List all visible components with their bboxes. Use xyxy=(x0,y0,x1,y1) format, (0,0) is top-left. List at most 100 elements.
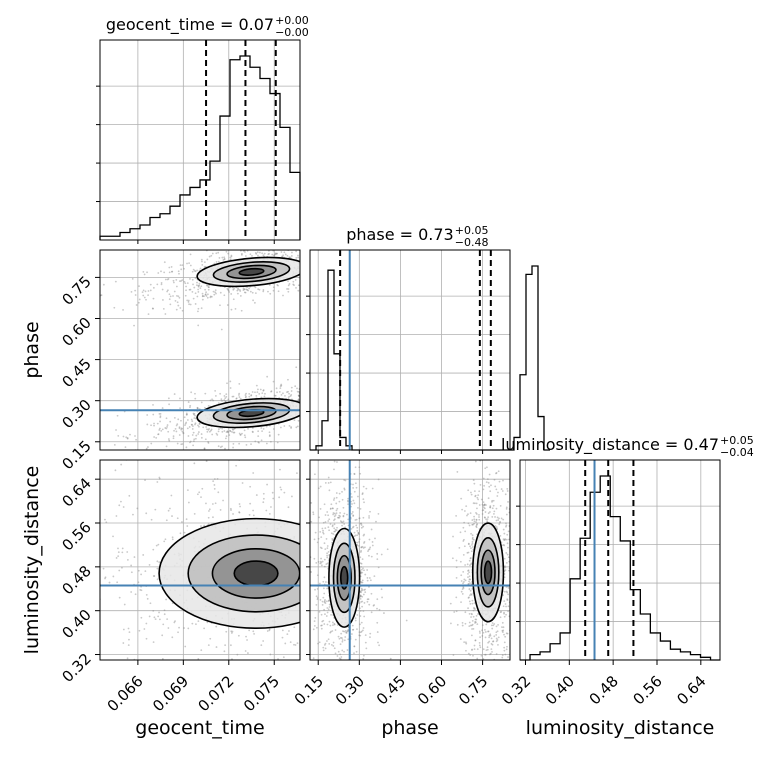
scatter-point xyxy=(237,288,240,291)
scatter-point xyxy=(147,446,149,448)
scatter-point xyxy=(415,582,417,584)
scatter-point xyxy=(270,506,272,508)
scatter-point xyxy=(312,262,314,264)
scatter-point xyxy=(229,429,231,432)
scatter-point xyxy=(321,603,324,606)
scatter-point xyxy=(478,516,480,518)
scatter-point xyxy=(471,599,474,602)
scatter-point xyxy=(492,499,495,502)
scatter-point xyxy=(134,435,136,437)
scatter-point xyxy=(356,628,358,631)
scatter-point xyxy=(378,608,381,611)
scatter-point xyxy=(272,497,275,500)
scatter-point xyxy=(227,431,230,434)
scatter-point xyxy=(277,245,279,247)
scatter-point xyxy=(147,294,149,297)
scatter-point xyxy=(280,393,283,396)
scatter-point xyxy=(330,377,332,379)
scatter-point xyxy=(487,630,489,633)
scatter-point xyxy=(302,265,304,267)
scatter-point xyxy=(347,518,350,521)
scatter-point xyxy=(383,620,385,622)
scatter-point xyxy=(371,492,373,494)
scatter-point xyxy=(360,524,363,526)
scatter-point xyxy=(506,533,509,536)
scatter-point xyxy=(372,395,374,397)
scatter-point xyxy=(146,423,149,426)
scatter-point xyxy=(483,503,486,506)
scatter-point xyxy=(334,528,337,531)
scatter-point xyxy=(362,657,365,660)
scatter-point xyxy=(295,286,297,289)
scatter-point xyxy=(158,618,161,621)
scatter-point xyxy=(304,573,306,575)
scatter-point xyxy=(357,531,360,534)
scatter-point xyxy=(253,633,255,635)
scatter-point xyxy=(313,412,315,414)
scatter-point xyxy=(159,416,162,419)
scatter-point xyxy=(324,548,327,551)
scatter-point xyxy=(133,324,135,327)
scatter-point xyxy=(504,538,507,540)
scatter-point xyxy=(156,481,159,483)
scatter-point xyxy=(376,631,379,633)
scatter-point xyxy=(181,521,183,523)
scatter-point xyxy=(355,395,357,397)
scatter-point xyxy=(239,397,242,400)
scatter-point xyxy=(305,264,307,266)
scatter-point xyxy=(293,284,295,287)
scatter-point xyxy=(327,550,330,553)
scatter-point xyxy=(354,471,356,473)
scatter-point xyxy=(320,397,322,399)
scatter-point xyxy=(397,414,399,416)
scatter-point xyxy=(363,523,365,525)
x-tick-label: 0.45 xyxy=(373,672,409,708)
scatter-point xyxy=(288,283,291,285)
scatter-point xyxy=(364,573,367,576)
scatter-point xyxy=(217,260,220,263)
scatter-point xyxy=(323,636,325,638)
scatter-point xyxy=(323,623,326,625)
scatter-point xyxy=(178,280,181,283)
scatter-point xyxy=(327,267,329,269)
scatter-point xyxy=(260,644,263,647)
scatter-point xyxy=(479,646,482,649)
scatter-point xyxy=(128,631,131,634)
scatter-point xyxy=(155,544,158,547)
scatter-point xyxy=(324,238,326,240)
scatter-point xyxy=(337,391,339,393)
scatter-point xyxy=(308,406,310,408)
scatter-point xyxy=(259,388,262,391)
scatter-point xyxy=(370,555,373,558)
scatter-point xyxy=(248,392,251,395)
scatter-point xyxy=(503,674,505,676)
scatter-point xyxy=(330,511,332,513)
scatter-point xyxy=(480,498,483,501)
scatter-point xyxy=(262,492,265,495)
scatter-point xyxy=(184,294,187,297)
scatter-point xyxy=(469,582,471,584)
scatter-point xyxy=(341,524,343,527)
scatter-point xyxy=(272,428,275,430)
scatter-point xyxy=(320,557,322,560)
scatter-point xyxy=(311,381,313,383)
scatter-point xyxy=(510,490,512,492)
scatter-point xyxy=(316,456,318,458)
scatter-point xyxy=(302,618,304,620)
scatter-point xyxy=(384,568,386,570)
scatter-point xyxy=(330,614,332,616)
scatter-point xyxy=(104,518,106,521)
scatter-point xyxy=(295,247,297,249)
scatter-point xyxy=(241,432,243,435)
scatter-point xyxy=(205,291,207,294)
scatter-point xyxy=(163,609,166,612)
scatter-point xyxy=(104,461,106,463)
scatter-point xyxy=(347,391,349,393)
scatter-point xyxy=(200,401,203,404)
scatter-point xyxy=(262,389,265,392)
scatter-point xyxy=(315,263,317,265)
scatter-point xyxy=(345,631,347,634)
scatter-point xyxy=(176,517,179,520)
scatter-point xyxy=(332,624,334,627)
